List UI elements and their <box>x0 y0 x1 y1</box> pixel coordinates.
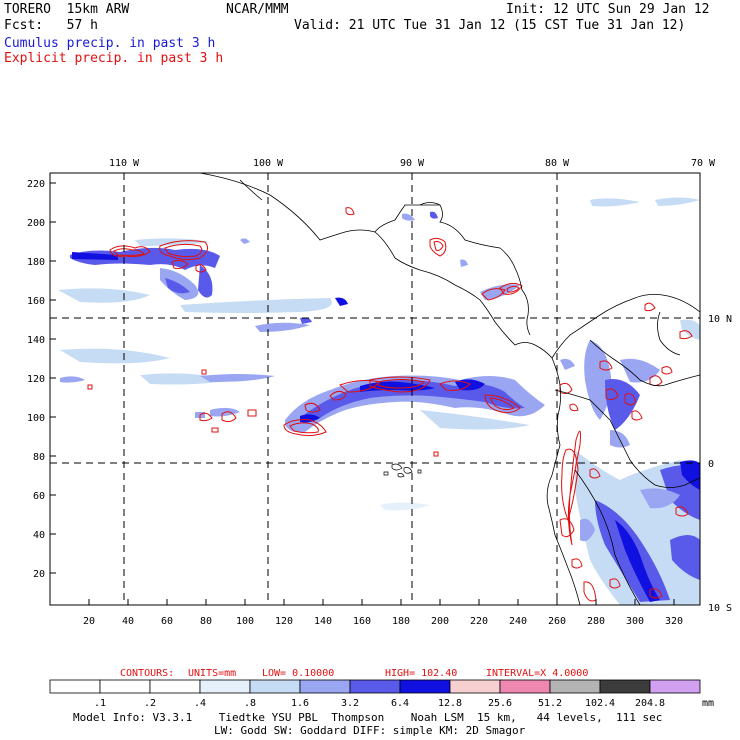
y-tick-label: 20 <box>33 569 45 580</box>
colorbar: .1.2.4.8 1.6 3.2 6.4 12.8 25.6 51.2 102.4 204.8 … <box>49 679 714 709</box>
colorbar-label: 204.8 <box>635 698 665 709</box>
x-tick-label: 40 <box>122 616 134 627</box>
colorbar-box <box>99 679 151 694</box>
y-tick-label: 140 <box>27 335 45 346</box>
init-time: Init: 12 UTC Sun 29 Jan 12 <box>506 2 710 17</box>
colorbar-box <box>299 679 351 694</box>
model-info-line2: LW: Godd SW: Goddard DIFF: simple KM: 2D… <box>214 724 526 737</box>
lat-label: 10 N <box>708 314 732 325</box>
lat-label: 10 S <box>708 603 732 614</box>
contour-label: CONTOURS: <box>120 668 174 679</box>
x-tick-label: 100 <box>236 616 254 627</box>
lon-label: 100 W <box>253 158 284 169</box>
colorbar-box <box>199 679 251 694</box>
explicit-precip-contours <box>87 207 693 602</box>
field-label-explicit: Explicit precip. in past 3 h <box>4 51 224 66</box>
colorbar-label: .2 <box>144 698 156 709</box>
organization-label: NCAR/MMM <box>226 2 289 17</box>
colorbar-box <box>399 679 451 694</box>
x-tick-label: 20 <box>83 616 95 627</box>
latitude-labels: 10 N 0 10 S <box>708 314 732 614</box>
cumulus-precip-layer <box>58 197 700 605</box>
x-tick-label: 240 <box>509 616 527 627</box>
colorbar-label: .1 <box>94 698 106 709</box>
colorbar-box <box>599 679 651 694</box>
lat-label: 0 <box>708 459 714 470</box>
model-title: TORERO 15km ARW <box>4 2 130 17</box>
colorbar-label: 12.8 <box>438 698 462 709</box>
y-tick-label: 120 <box>27 374 45 385</box>
colorbar-box <box>349 679 401 694</box>
x-tick-label: 300 <box>626 616 644 627</box>
colorbar-box <box>499 679 551 694</box>
colorbar-label: .4 <box>194 698 206 709</box>
colorbar-box <box>49 679 101 694</box>
x-tick-label: 120 <box>275 616 293 627</box>
coastlines <box>199 172 701 606</box>
colorbar-box <box>249 679 301 694</box>
colorbar-box <box>449 679 501 694</box>
colorbar-label: 102.4 <box>585 698 615 709</box>
x-tick-label: 260 <box>548 616 566 627</box>
colorbar-box <box>149 679 201 694</box>
valid-time: Valid: 21 UTC Tue 31 Jan 12 (15 CST Tue … <box>294 18 686 33</box>
x-tick-label: 320 <box>665 616 683 627</box>
y-tick-label: 160 <box>27 296 45 307</box>
x-tick-label: 220 <box>470 616 488 627</box>
y-tick-label: 80 <box>33 452 45 463</box>
colorbar-box <box>649 679 701 694</box>
y-tick-label: 220 <box>27 179 45 190</box>
tick-marks <box>50 182 675 605</box>
map-border <box>49 172 701 606</box>
model-info-line1: Model Info: V3.3.1 Tiedtke YSU PBL Thomp… <box>73 711 663 724</box>
x-tick-label: 180 <box>392 616 410 627</box>
contour-info: CONTOURS: UNITS=mm LOW= 0.10000 HIGH= 10… <box>120 668 588 679</box>
contour-interval: INTERVAL=X 4.0000 <box>486 668 588 679</box>
y-tick-labels: 220 200 180 160 140 120 100 80 60 40 20 <box>27 179 45 580</box>
contour-low: LOW= 0.10000 <box>262 668 334 679</box>
y-tick-label: 100 <box>27 413 45 424</box>
colorbar-label: .8 <box>244 698 256 709</box>
contour-high: HIGH= 102.40 <box>385 668 457 679</box>
lon-label: 90 W <box>400 158 425 169</box>
longitude-labels: 110 W 100 W 90 W 80 W 70 W <box>109 158 716 169</box>
y-tick-label: 40 <box>33 530 45 541</box>
field-label-cumulus: Cumulus precip. in past 3 h <box>4 36 216 51</box>
x-tick-labels: 20 40 60 80 100 120 140 160 180 200 220 … <box>83 616 683 627</box>
y-tick-label: 180 <box>27 257 45 268</box>
colorbar-label: 1.6 <box>291 698 309 709</box>
colorbar-label: 25.6 <box>488 698 512 709</box>
colorbar-boxes <box>49 679 701 694</box>
x-tick-label: 160 <box>353 616 371 627</box>
colorbar-label: 6.4 <box>391 698 409 709</box>
colorbar-label: 3.2 <box>341 698 359 709</box>
colorbar-box <box>549 679 601 694</box>
y-tick-label: 60 <box>33 491 45 502</box>
x-tick-label: 60 <box>161 616 173 627</box>
contour-units: UNITS=mm <box>188 668 236 679</box>
x-tick-label: 140 <box>314 616 332 627</box>
lon-label: 110 W <box>109 158 140 169</box>
latlon-grid <box>50 173 700 605</box>
x-tick-label: 280 <box>587 616 605 627</box>
lon-label: 80 W <box>545 158 570 169</box>
y-tick-label: 200 <box>27 218 45 229</box>
x-tick-label: 80 <box>200 616 212 627</box>
x-tick-label: 200 <box>431 616 449 627</box>
galapagos-islands <box>383 463 422 478</box>
lon-label: 70 W <box>691 158 716 169</box>
colorbar-label: 51.2 <box>538 698 562 709</box>
colorbar-unit: mm <box>702 698 714 709</box>
colorbar-labels: .1 .2 .4 .8 1.6 3.2 6.4 12.8 25.6 51.2 102.4 204.8 <box>94 698 665 709</box>
forecast-hour: Fcst: 57 h <box>4 18 98 33</box>
